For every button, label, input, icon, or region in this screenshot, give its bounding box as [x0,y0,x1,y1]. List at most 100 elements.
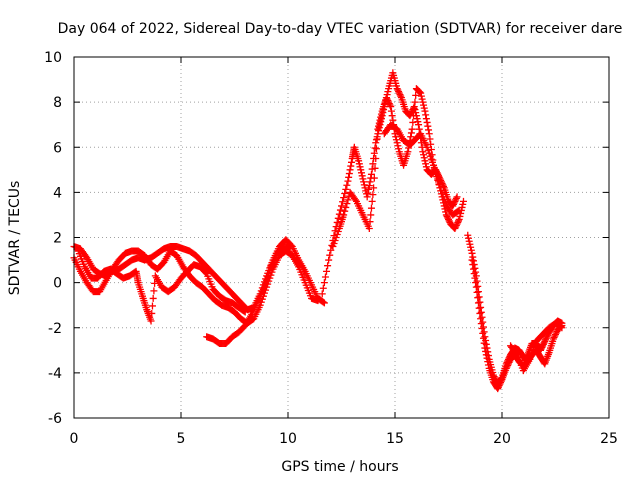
data-point-marker [326,251,334,259]
data-point-marker [477,303,485,311]
data-point-marker [529,346,537,354]
data-point-marker [149,294,157,302]
y-tick-label: 8 [53,95,62,111]
data-point-marker [355,157,363,165]
data-point-marker [314,297,322,305]
series-track-d [203,243,294,348]
data-point-marker [421,157,429,165]
data-point-marker [377,110,385,118]
data-point-marker [370,174,378,182]
data-point-marker [464,234,472,242]
data-point-marker [384,88,392,96]
data-point-marker [472,279,480,287]
data-point-marker [467,243,475,251]
data-point-marker [371,144,379,152]
data-point-marker [365,182,373,190]
data-point-marker [360,178,368,186]
data-point-marker [479,329,487,337]
y-tick-label: -2 [48,321,62,337]
data-point-marker [552,329,560,337]
data-point-marker [442,211,450,219]
data-point-marker [455,206,463,214]
data-point-marker [423,118,431,126]
y-tick-label: -6 [48,411,62,427]
data-point-marker [473,288,481,296]
data-point-marker [358,172,366,180]
data-point-marker [539,342,547,350]
data-point-marker [483,354,491,362]
data-point-marker [494,385,502,393]
data-point-marker [454,207,462,215]
data-point-marker [319,298,327,306]
data-point-marker [441,199,449,207]
data-point-marker [528,349,536,357]
data-point-marker [452,221,460,229]
data-point-marker [329,243,337,251]
y-tick-label: 2 [53,231,62,247]
data-point-marker [451,197,459,205]
data-point-marker [335,210,343,218]
data-point-marker [459,197,467,205]
data-point-marker [370,149,378,157]
data-point-marker [505,358,513,366]
grid-lines [74,57,609,418]
series-track-g [380,121,463,219]
data-point-marker [497,377,505,385]
data-point-marker [424,122,432,130]
data-point-marker [148,302,156,310]
data-point-marker [386,101,394,109]
data-point-marker [362,190,370,198]
data-point-marker [344,177,352,185]
data-point-marker [471,264,479,272]
data-point-marker [426,152,434,160]
data-point-marker [537,346,545,354]
data-point-marker [478,313,486,321]
data-point-marker [411,98,419,106]
data-point-marker [395,145,403,153]
data-point-marker [450,199,458,207]
data-point-marker [512,349,520,357]
data-point-marker [504,360,512,368]
data-point-marker [365,224,373,232]
data-point-marker [468,256,476,264]
data-point-marker [540,339,548,347]
data-point-marker [452,196,460,204]
data-point-marker [366,218,374,226]
data-point-marker [394,142,402,150]
data-point-marker [449,200,457,208]
data-point-marker [434,176,442,184]
data-point-marker [372,139,380,147]
data-point-marker [342,185,350,193]
data-point-marker [387,107,395,115]
data-point-marker [420,151,428,159]
data-point-marker [484,361,492,369]
data-point-marker [479,334,487,342]
data-point-marker [357,166,365,174]
y-tick-label: -4 [48,366,62,382]
data-point-marker [419,98,427,106]
data-point-marker [531,340,539,348]
data-point-marker [266,266,274,274]
data-point-marker [474,288,482,296]
data-point-marker [482,347,490,355]
data-point-marker [419,148,427,156]
data-point-marker [476,309,484,317]
data-point-marker [393,85,401,93]
data-point-marker [453,193,461,201]
data-point-marker [538,343,546,351]
data-point-marker [526,355,534,363]
data-point-marker [427,155,435,163]
x-tick-label: 10 [279,431,297,447]
data-point-marker [343,200,351,208]
data-point-marker [263,276,271,284]
data-series [70,69,566,393]
data-point-marker [202,268,210,276]
data-point-marker [431,165,439,173]
data-point-marker [340,211,348,219]
data-point-marker [331,227,339,235]
data-point-marker [383,95,391,103]
data-point-marker [372,145,380,153]
data-point-marker [422,160,430,168]
data-point-marker [347,158,355,166]
